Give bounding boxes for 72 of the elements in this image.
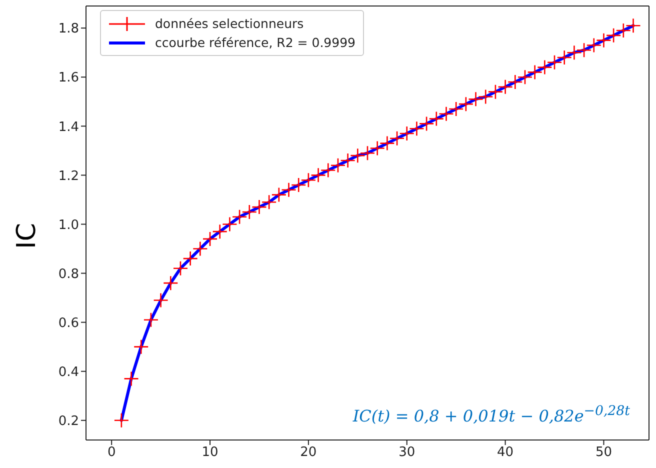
point xyxy=(340,152,356,168)
point xyxy=(182,250,198,266)
y-tick-label: 0.6 xyxy=(58,316,79,331)
point xyxy=(566,44,582,60)
point xyxy=(458,96,474,112)
point xyxy=(370,140,385,156)
point xyxy=(626,18,641,34)
point xyxy=(576,42,592,58)
legend-label: ccourbe référence, R2 = 0.9999 xyxy=(155,35,356,50)
point xyxy=(606,28,622,44)
y-tick-label: 1.0 xyxy=(58,218,79,233)
point xyxy=(114,412,130,428)
x-tick-label: 20 xyxy=(300,445,317,460)
point xyxy=(133,339,149,354)
point xyxy=(124,371,139,386)
point xyxy=(389,130,405,146)
x-tick-label: 30 xyxy=(398,445,416,460)
point xyxy=(281,182,296,198)
point xyxy=(517,69,533,85)
point xyxy=(399,126,415,142)
y-tick-label: 1.6 xyxy=(58,70,79,86)
point xyxy=(360,145,376,161)
x-tick-label: 50 xyxy=(595,445,612,460)
point xyxy=(143,312,159,328)
point xyxy=(507,74,523,90)
point xyxy=(242,204,258,220)
y-tick-label: 0.2 xyxy=(58,414,79,429)
point xyxy=(162,275,178,291)
point xyxy=(616,22,632,38)
point xyxy=(418,116,434,132)
point xyxy=(438,106,454,122)
y-tick-label: 1.8 xyxy=(58,22,79,37)
point xyxy=(252,199,267,215)
point xyxy=(409,120,424,136)
point xyxy=(556,50,572,66)
annotation: IC(t) = 0,8 + 0,019t − 0,82e$^{−0,28t}$ xyxy=(352,404,630,426)
legend-label: données selectionneurs xyxy=(155,16,304,31)
x-tick-label: 10 xyxy=(202,445,218,460)
point xyxy=(330,158,346,174)
point xyxy=(478,89,494,104)
point xyxy=(527,64,542,80)
point xyxy=(300,172,316,188)
point xyxy=(261,194,277,210)
x-tick-label: 0 xyxy=(107,445,116,460)
y-tick-label: 1.2 xyxy=(58,168,79,184)
x-tick-label: 40 xyxy=(497,445,514,460)
point xyxy=(320,162,336,178)
point xyxy=(202,231,218,247)
y-tick-label: 1.4 xyxy=(58,120,79,135)
point xyxy=(468,92,484,107)
point xyxy=(596,32,612,48)
point xyxy=(586,38,602,53)
point xyxy=(448,101,464,117)
point xyxy=(546,54,562,70)
point xyxy=(232,209,248,225)
point xyxy=(153,292,168,308)
point xyxy=(380,136,395,151)
y-tick-label: 0.8 xyxy=(58,266,79,282)
point xyxy=(537,60,552,75)
point xyxy=(222,216,238,232)
point xyxy=(428,111,444,126)
point xyxy=(172,260,188,276)
point xyxy=(310,168,326,183)
y-axis-title: IC xyxy=(12,223,42,249)
point xyxy=(192,241,208,256)
point xyxy=(271,187,287,202)
y-tick-label: 0.4 xyxy=(58,364,79,380)
point xyxy=(498,79,513,95)
point xyxy=(488,84,504,100)
point xyxy=(290,177,306,193)
point xyxy=(212,224,228,240)
point xyxy=(350,148,366,164)
